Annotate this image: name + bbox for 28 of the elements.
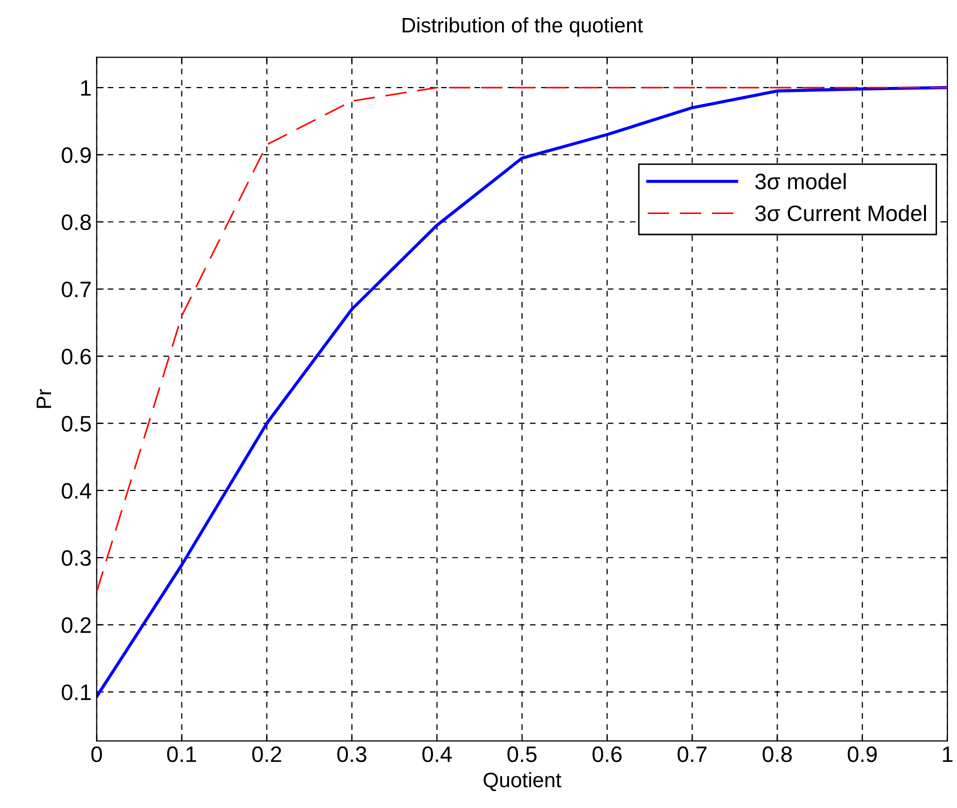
x-tick-label: 0.9 bbox=[848, 746, 877, 762]
x-tick-label: 0.7 bbox=[678, 746, 707, 762]
y-tick-label: 0.8 bbox=[62, 214, 91, 230]
y-tick-label: 0.6 bbox=[62, 348, 91, 364]
y-tick-label: 0.2 bbox=[62, 617, 91, 634]
y-tick-label: 0.5 bbox=[62, 416, 91, 432]
y-tick-label: 0.4 bbox=[62, 483, 92, 499]
chart-title: Distribution of the quotient bbox=[402, 17, 643, 37]
x-tick-label: 0.8 bbox=[762, 746, 792, 762]
x-tick-label: 0.5 bbox=[507, 746, 537, 762]
x-tick-label: 0.6 bbox=[592, 746, 622, 762]
y-tick-label: 0.3 bbox=[62, 550, 91, 566]
x-tick-label: 0.4 bbox=[422, 746, 452, 762]
line-series bbox=[96, 86, 948, 593]
x-axis-title: Quotient bbox=[484, 772, 562, 792]
line-series bbox=[96, 86, 948, 698]
y-tick-label: 1 bbox=[81, 80, 91, 96]
x-tick-label: 1 bbox=[942, 746, 953, 762]
x-tick-label: 0.3 bbox=[337, 746, 366, 762]
x-tick-label: 0 bbox=[91, 746, 102, 762]
y-tick-label: 0.9 bbox=[62, 147, 91, 164]
x-tick-label: 0.2 bbox=[252, 746, 282, 762]
legend-label: 3σ model bbox=[755, 173, 846, 190]
x-tick-label: 0.1 bbox=[167, 746, 196, 762]
y-tick-label: 0.7 bbox=[62, 282, 91, 298]
y-tick-label: 0.1 bbox=[62, 684, 91, 700]
y-axis-title: Pr bbox=[36, 389, 52, 408]
legend-label: 3σ Current Model bbox=[755, 204, 926, 222]
